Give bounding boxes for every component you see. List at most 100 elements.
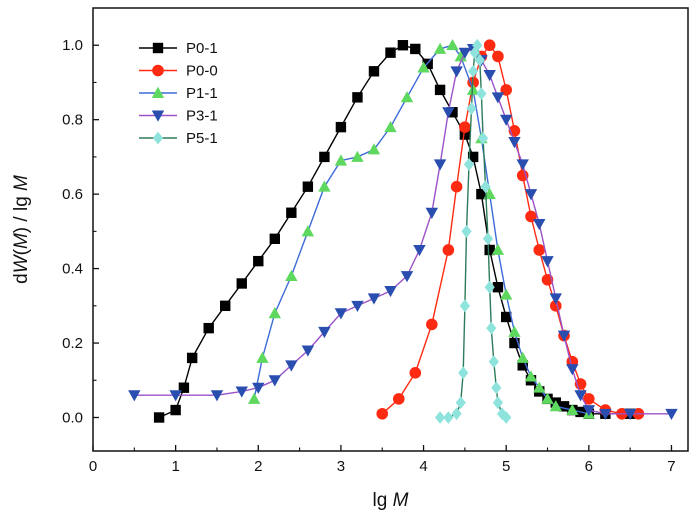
data-point — [458, 47, 472, 59]
data-point — [425, 207, 439, 219]
legend-label: P0-0 — [186, 63, 218, 80]
data-point — [413, 245, 426, 257]
data-point — [210, 390, 224, 402]
data-point — [466, 83, 480, 95]
data-point — [152, 42, 164, 54]
data-point — [352, 92, 363, 103]
data-point — [492, 396, 504, 410]
data-point — [256, 351, 269, 363]
data-point — [599, 408, 612, 420]
data-point — [376, 407, 389, 420]
x-tick-label: 7 — [667, 458, 675, 475]
data-point — [447, 107, 458, 118]
data-point — [269, 233, 281, 245]
data-point — [409, 367, 422, 379]
data-point — [524, 189, 538, 201]
data-point — [491, 243, 505, 255]
data-point — [454, 50, 467, 62]
x-axis-title: lg M — [373, 490, 409, 511]
plot-area-frame — [92, 7, 689, 452]
data-point — [516, 351, 529, 363]
data-point — [488, 355, 499, 369]
data-point — [426, 318, 438, 331]
x-tick-label: 4 — [419, 458, 427, 475]
data-point — [397, 40, 409, 51]
data-point — [400, 271, 414, 283]
data-point — [476, 188, 487, 200]
data-point — [574, 390, 587, 402]
data-point — [476, 87, 487, 101]
data-point — [319, 151, 330, 163]
legend-label: P5-1 — [186, 130, 218, 147]
y-tick-label: 0.2 — [62, 335, 83, 352]
data-point — [178, 382, 190, 393]
data-point — [516, 159, 529, 171]
data-point — [367, 143, 381, 155]
data-point — [151, 110, 165, 122]
data-point — [566, 364, 579, 376]
data-point — [484, 244, 495, 256]
data-point — [152, 131, 164, 145]
data-point — [433, 42, 447, 54]
data-point — [501, 411, 512, 424]
data-point — [384, 120, 397, 133]
plot-frame — [92, 7, 689, 452]
data-point — [335, 121, 347, 133]
data-point — [286, 207, 297, 218]
data-point — [351, 150, 364, 162]
data-point — [434, 84, 446, 96]
series-P1-1 — [247, 39, 596, 419]
data-point — [582, 405, 596, 417]
data-point — [385, 47, 396, 58]
data-point — [170, 404, 181, 416]
data-point — [480, 180, 491, 194]
data-point — [334, 154, 348, 166]
data-point — [153, 412, 165, 423]
data-point — [517, 360, 528, 371]
data-point — [468, 64, 479, 78]
data-point — [152, 64, 164, 77]
data-point — [268, 307, 282, 319]
data-point — [318, 180, 331, 192]
data-point — [443, 411, 454, 424]
legend-entry: P0-1 — [139, 40, 218, 57]
data-point — [500, 311, 512, 323]
legend-label: P1-1 — [186, 85, 218, 102]
data-point — [235, 386, 248, 398]
legend-entry: P0-0 — [139, 63, 218, 80]
data-point — [492, 50, 504, 63]
data-point — [499, 114, 513, 126]
data-point — [486, 321, 497, 335]
data-point — [549, 293, 562, 305]
data-point — [458, 366, 469, 380]
data-point — [466, 102, 477, 115]
data-point — [467, 151, 479, 163]
data-point — [302, 181, 314, 192]
data-point — [459, 299, 470, 313]
data-point — [583, 393, 595, 405]
data-point — [509, 337, 520, 349]
x-tick-label: 0 — [89, 458, 97, 475]
data-point — [442, 107, 455, 119]
data-point — [463, 157, 475, 171]
data-point — [483, 39, 496, 52]
data-point — [392, 393, 405, 405]
data-point — [151, 86, 165, 98]
y-tick-label: 1.0 — [62, 37, 83, 54]
data-point — [557, 330, 571, 342]
x-tick-label: 6 — [585, 458, 593, 475]
data-point — [492, 282, 504, 293]
data-point — [451, 407, 462, 421]
data-point — [477, 131, 489, 145]
legend: P0-1 P0-0 P1-1 P3-1 P5-1 — [139, 40, 218, 147]
data-point — [472, 38, 483, 52]
x-tick-label: 2 — [254, 458, 262, 475]
series-line — [253, 44, 589, 415]
data-point — [533, 218, 546, 231]
y-tick-label: 0.8 — [62, 112, 83, 129]
data-point — [461, 224, 472, 238]
y-tick-label: 0.4 — [62, 261, 83, 278]
data-point — [410, 43, 421, 55]
data-point — [400, 91, 414, 103]
